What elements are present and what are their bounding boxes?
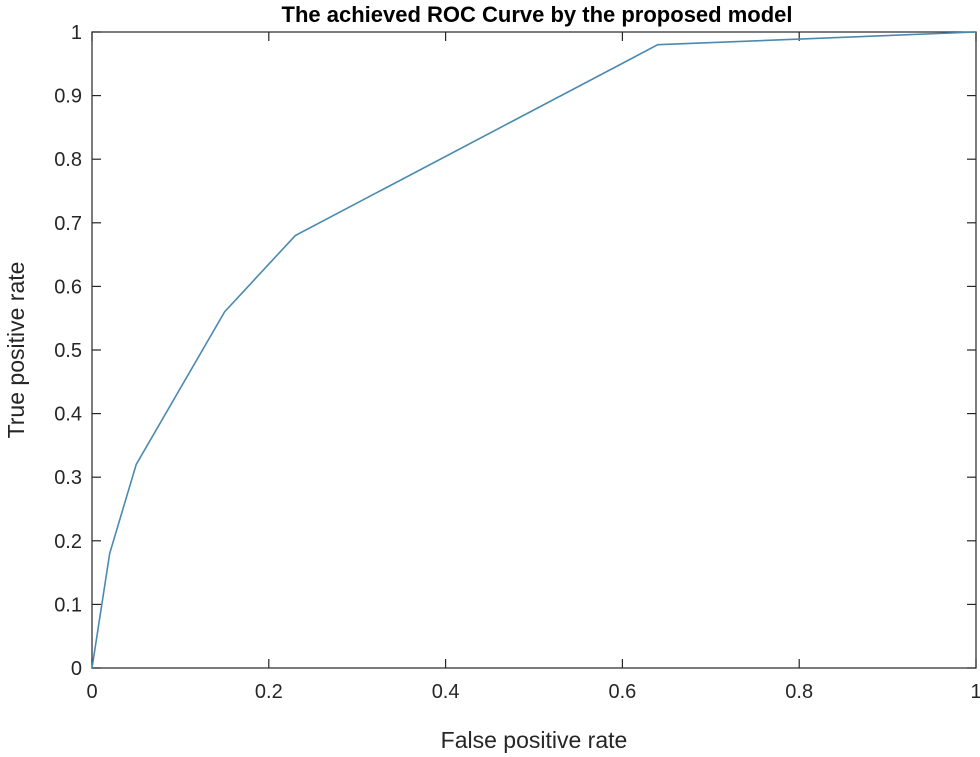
- x-tick-label: 0.4: [432, 681, 460, 703]
- x-tick-label: 0: [86, 681, 97, 703]
- y-tick-label: 0.5: [54, 340, 82, 362]
- x-axis-label: False positive rate: [441, 727, 628, 753]
- x-axis-ticks: 0 0.2 0.4 0.6 0.8 1: [86, 32, 980, 703]
- y-tick-label: 0.7: [54, 213, 82, 235]
- y-tick-label: 0.4: [54, 404, 82, 426]
- y-tick-label: 0.2: [54, 531, 82, 553]
- y-tick-label: 0.8: [54, 149, 82, 171]
- x-tick-label: 0.6: [608, 681, 636, 703]
- chart-title: The achieved ROC Curve by the proposed m…: [282, 2, 793, 27]
- y-tick-label: 1: [71, 22, 82, 44]
- y-tick-label: 0.9: [54, 86, 82, 108]
- x-tick-label: 1: [970, 681, 980, 703]
- y-tick-label: 0.1: [54, 594, 82, 616]
- plot-area-frame: [91, 31, 977, 669]
- y-tick-label: 0.3: [54, 467, 82, 489]
- x-tick-label: 0.8: [785, 681, 813, 703]
- y-axis-ticks: 0 0.1 0.2 0.3 0.4 0.5 0.6 0.7 0.8 0.9 1: [54, 22, 976, 680]
- y-tick-label: 0.6: [54, 276, 82, 298]
- y-axis-label: True positive rate: [3, 262, 29, 439]
- y-tick-label: 0: [71, 658, 82, 680]
- x-tick-label: 0.2: [255, 681, 283, 703]
- roc-curve-line: [91, 31, 977, 669]
- series-layer: [91, 31, 977, 669]
